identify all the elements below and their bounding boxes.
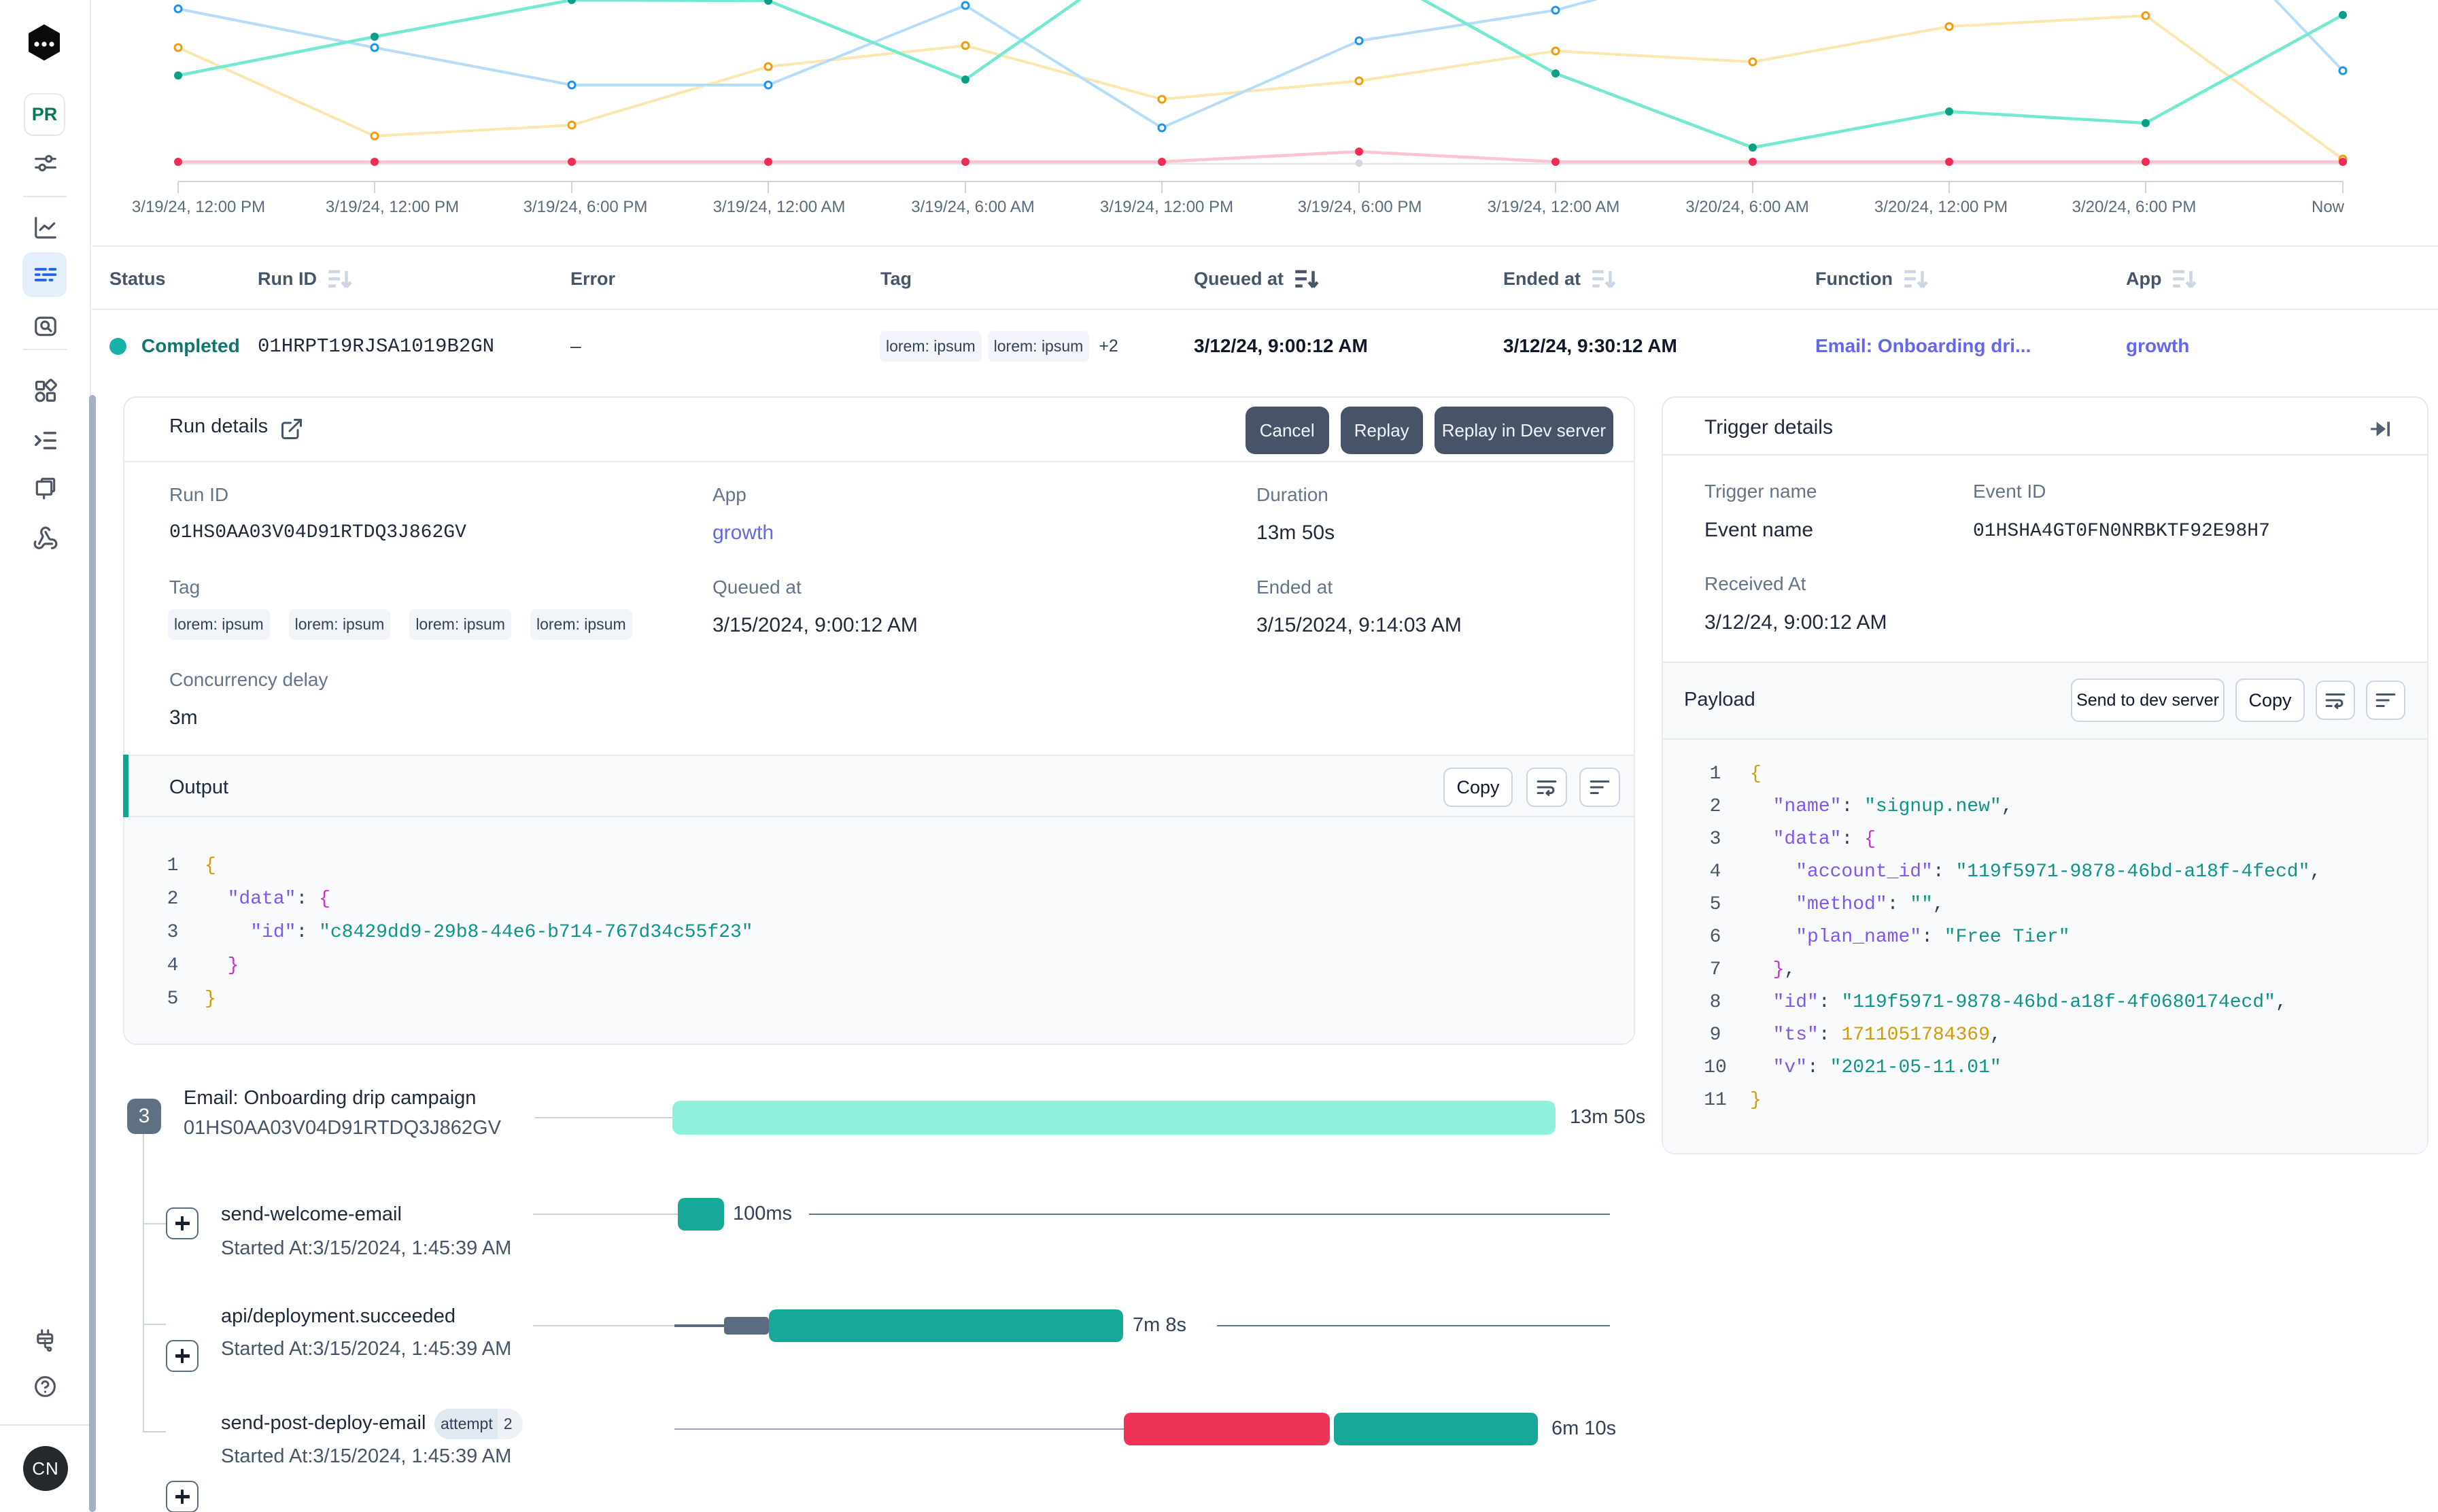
svg-text:3/20/24, 12:00 PM: 3/20/24, 12:00 PM (1874, 198, 2008, 216)
svg-text:3/19/24, 6:00 PM: 3/19/24, 6:00 PM (1298, 198, 1422, 216)
svg-text:3/19/24, 12:00 PM: 3/19/24, 12:00 PM (132, 198, 265, 216)
svg-text:3/19/24, 12:00 PM: 3/19/24, 12:00 PM (1100, 198, 1233, 216)
svg-text:3/19/24, 12:00 PM: 3/19/24, 12:00 PM (326, 198, 459, 216)
svg-text:3/19/24, 6:00 PM: 3/19/24, 6:00 PM (523, 198, 648, 216)
svg-text:3/19/24, 6:00 AM: 3/19/24, 6:00 AM (911, 198, 1034, 216)
svg-text:3/19/24, 12:00 AM: 3/19/24, 12:00 AM (713, 198, 846, 216)
svg-text:3/20/24, 6:00 AM: 3/20/24, 6:00 AM (1685, 198, 1808, 216)
svg-text:Now: Now (2312, 198, 2345, 216)
svg-text:3/19/24, 12:00 AM: 3/19/24, 12:00 AM (1488, 198, 1620, 216)
svg-text:3/20/24, 6:00 PM: 3/20/24, 6:00 PM (2072, 198, 2197, 216)
